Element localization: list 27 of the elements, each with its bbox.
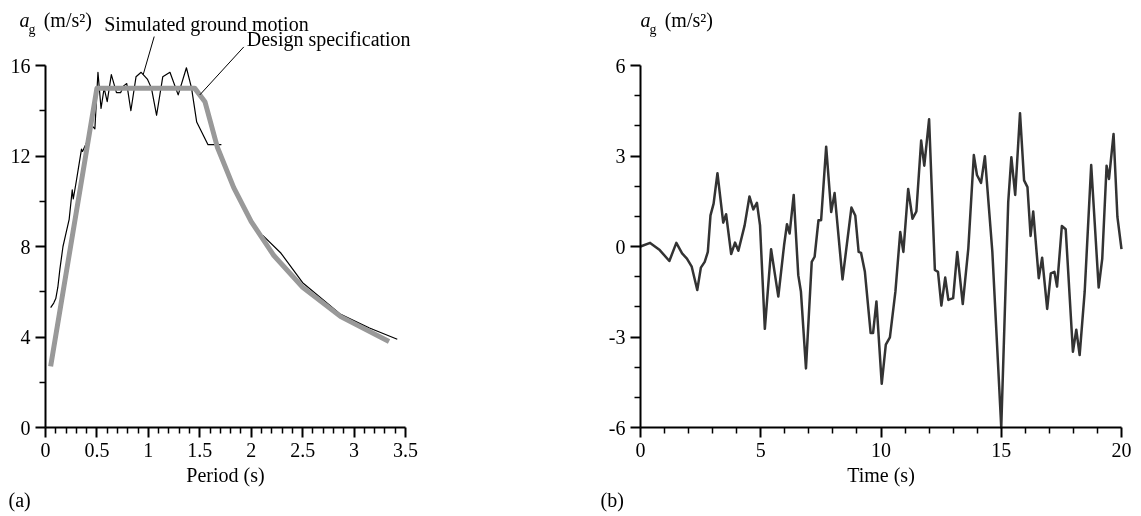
y-tick-label: 6 xyxy=(615,54,626,77)
y-tick-label: 0 xyxy=(615,235,626,258)
y-tick-label: 4 xyxy=(20,326,31,348)
y-tick-label: 3 xyxy=(615,145,626,167)
y-tick-label: -6 xyxy=(608,416,626,439)
y-tick-label: 16 xyxy=(10,54,31,77)
x-tick-label: 10 xyxy=(871,438,891,461)
x-tick-label: 0.5 xyxy=(84,438,110,461)
text: (a) xyxy=(8,488,31,512)
text: (b) xyxy=(600,488,624,512)
x-tick-label: 1 xyxy=(143,438,154,461)
x-tick-label: 5 xyxy=(755,438,766,461)
y-tick-label: 0 xyxy=(20,416,31,439)
x-tick-label: 3.5 xyxy=(393,438,418,461)
y-tick-label: -3 xyxy=(608,326,626,348)
x-tick-label: 2.5 xyxy=(290,438,316,461)
x-tick-label: 0 xyxy=(635,438,646,461)
y-tick-label: 12 xyxy=(10,145,31,167)
x-axis-title: Period (s) xyxy=(186,463,265,487)
x-tick-label: 3 xyxy=(349,438,360,461)
x-tick-label: 1.5 xyxy=(187,438,213,461)
x-axis-title: Time (s) xyxy=(847,463,915,487)
x-tick-label: 20 xyxy=(1111,438,1132,461)
x-tick-label: 0 xyxy=(40,438,51,461)
x-tick-label: 2 xyxy=(246,438,257,461)
y-tick-label: 8 xyxy=(20,235,31,258)
x-tick-label: 15 xyxy=(991,438,1012,461)
